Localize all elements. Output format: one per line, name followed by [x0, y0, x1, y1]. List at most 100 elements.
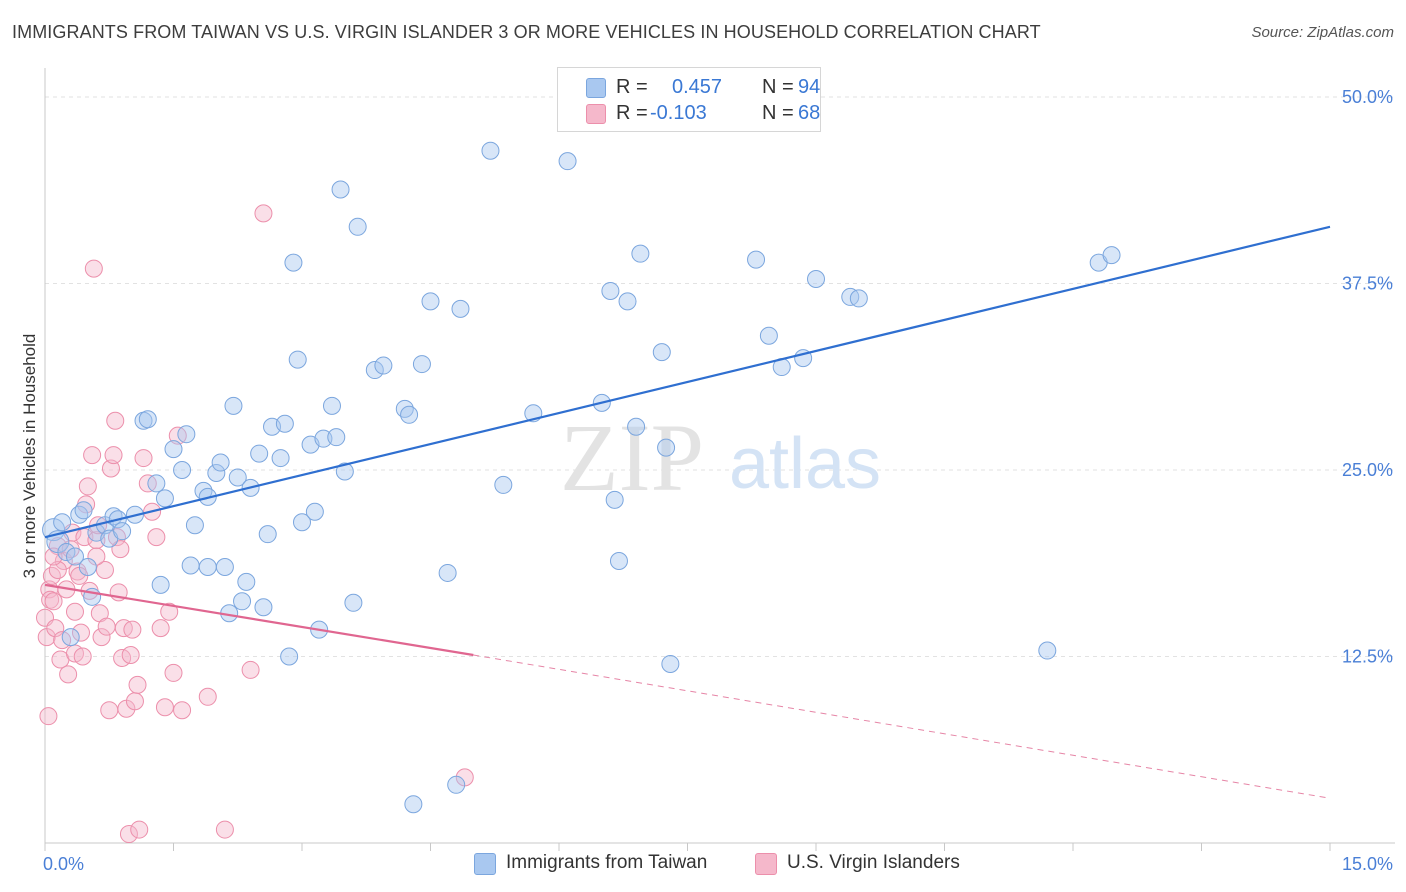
legend-r-label: R = [616, 102, 648, 124]
legend-n-value: 94 [798, 76, 821, 98]
data-point-taiwan [280, 647, 299, 666]
data-point-virgin-islanders [128, 675, 147, 694]
data-point-taiwan [657, 438, 676, 457]
data-point-virgin-islanders [100, 701, 119, 720]
data-point-taiwan [494, 475, 513, 494]
data-point-taiwan [275, 414, 294, 433]
data-point-taiwan [185, 516, 204, 535]
x-tick-label: 15.0% [1342, 854, 1393, 874]
data-point-taiwan [1038, 641, 1057, 660]
data-point-virgin-islanders [73, 647, 92, 666]
trend-line-virgin-islanders [44, 583, 474, 657]
data-point-taiwan [155, 489, 174, 508]
data-point-taiwan [747, 250, 766, 269]
y-tick-label: 12.5% [1342, 647, 1393, 667]
data-point-taiwan [250, 444, 269, 463]
data-point-taiwan [42, 518, 66, 542]
legend-r-value: -0.103 [650, 102, 707, 124]
data-point-taiwan [421, 292, 440, 311]
watermark-atlas: atlas [729, 424, 881, 504]
data-point-virgin-islanders [78, 477, 97, 496]
data-point-taiwan [314, 429, 333, 448]
watermark-zip: ZIP [560, 404, 704, 511]
data-point-taiwan [331, 180, 350, 199]
data-point-taiwan [327, 428, 346, 447]
data-point-virgin-islanders [173, 701, 192, 720]
legend-swatch-blue [586, 78, 606, 98]
data-point-virgin-islanders [83, 446, 102, 465]
data-point-virgin-islanders [125, 692, 144, 711]
trend-lines [44, 225, 1331, 799]
data-point-virgin-islanders [254, 204, 273, 223]
data-point-virgin-islanders [95, 560, 114, 579]
legend-n-value: 68 [798, 102, 821, 124]
taiwan-points [42, 141, 1121, 814]
data-point-taiwan [348, 217, 367, 236]
trend-line-virgin-islanders-extension [473, 654, 1331, 799]
data-point-taiwan [147, 474, 166, 493]
data-point-taiwan [151, 575, 170, 594]
data-point-taiwan [173, 461, 192, 479]
axes [44, 68, 1395, 851]
data-point-taiwan [400, 405, 419, 424]
data-point-virgin-islanders [104, 446, 123, 465]
data-point-virgin-islanders [107, 528, 126, 547]
data-point-taiwan [228, 468, 247, 487]
legend-label-taiwan: Immigrants from Taiwan [506, 852, 708, 873]
data-point-taiwan [759, 326, 778, 345]
data-point-taiwan [164, 440, 183, 459]
data-point-taiwan [181, 556, 200, 575]
data-point-virgin-islanders [198, 687, 217, 706]
data-point-taiwan [605, 490, 624, 509]
data-point-taiwan [447, 775, 466, 794]
data-point-taiwan [177, 425, 196, 444]
data-point-virgin-islanders [65, 602, 84, 621]
data-point-taiwan [198, 557, 217, 576]
data-point-virgin-islanders [130, 820, 149, 839]
data-point-virgin-islanders [48, 560, 67, 579]
data-point-virgin-islanders [134, 449, 153, 468]
data-point-virgin-islanders [87, 531, 106, 550]
data-point-taiwan [652, 343, 671, 362]
legend-swatch-pink [586, 104, 606, 124]
data-point-virgin-islanders [241, 660, 260, 679]
data-point-virgin-islanders [44, 592, 63, 611]
data-point-taiwan [293, 513, 311, 532]
data-point-taiwan [305, 502, 324, 521]
data-point-virgin-islanders [59, 665, 78, 684]
data-point-taiwan [481, 141, 500, 160]
legend-r-value: 0.457 [672, 76, 723, 98]
data-point-taiwan [65, 547, 84, 566]
gridlines [45, 96, 1395, 657]
data-point-taiwan [57, 543, 76, 562]
data-point-taiwan [438, 563, 457, 582]
legend-r-label: R = [616, 76, 648, 98]
legend-n-label: N = [762, 102, 794, 124]
data-point-virgin-islanders [101, 459, 120, 478]
legend-n-label: N = [762, 76, 794, 98]
trend-line-taiwan [44, 225, 1331, 539]
data-point-taiwan [627, 417, 646, 436]
data-point-taiwan [138, 410, 157, 429]
data-point-taiwan [601, 281, 620, 300]
data-point-taiwan [661, 654, 680, 673]
chart-title: IMMIGRANTS FROM TAIWAN VS U.S. VIRGIN IS… [12, 22, 1041, 42]
data-point-taiwan [631, 244, 650, 263]
data-point-virgin-islanders [215, 820, 234, 839]
data-point-taiwan [849, 289, 868, 308]
data-point-virgin-islanders [71, 623, 90, 642]
data-point-taiwan [609, 552, 628, 571]
data-point-taiwan [207, 463, 226, 482]
data-point-virgin-islanders [164, 663, 183, 682]
data-point-taiwan [233, 592, 252, 611]
tick-labels: 12.5% 25.0% 37.5% 50.0% 0.0% 15.0% [43, 87, 1393, 874]
data-point-taiwan [258, 525, 277, 544]
legend-label-virgin-islanders: U.S. Virgin Islanders [787, 852, 960, 873]
data-point-taiwan [211, 453, 230, 472]
data-point-taiwan [271, 449, 290, 468]
virgin-islanders-points [36, 204, 474, 844]
data-point-virgin-islanders [92, 628, 111, 647]
legend-swatch-pink [755, 853, 777, 875]
data-point-virgin-islanders [119, 825, 138, 844]
